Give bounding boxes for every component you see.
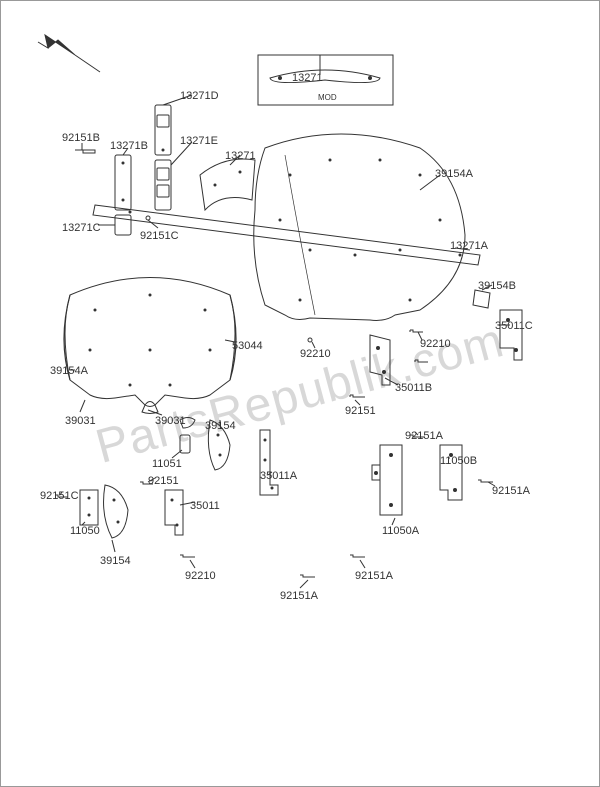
part-label: 13271 — [292, 72, 323, 84]
part-label: 39031 — [155, 415, 186, 427]
part-label: 11050A — [382, 525, 419, 537]
part-label: 92151 — [345, 405, 376, 417]
part-label: 39154B — [478, 280, 516, 292]
part-label: 13271E — [180, 135, 218, 147]
part-label: 92151A — [280, 590, 318, 602]
part-label: 53044 — [232, 340, 263, 352]
part-label: 35011C — [495, 320, 533, 332]
part-label: 13271B — [110, 140, 148, 152]
part-label: 92151A — [492, 485, 530, 497]
part-label: 39154 — [100, 555, 131, 567]
part-label: 92151A — [355, 570, 393, 582]
parts-diagram: MOD — [0, 0, 600, 787]
part-label: 35011B — [395, 382, 432, 394]
part-label: 92210 — [185, 570, 216, 582]
part-label: 39154A — [435, 168, 473, 180]
part-label: 92151B — [62, 132, 100, 144]
part-label: 39154A — [50, 365, 88, 377]
part-label: 92210 — [300, 348, 331, 360]
part-label: 92151 — [148, 475, 179, 487]
part-label: 92151C — [140, 230, 179, 242]
inset-label: MOD — [318, 93, 337, 102]
part-label: 92151C — [40, 490, 79, 502]
part-label: 39154 — [205, 420, 236, 432]
part-label: 92210 — [420, 338, 451, 350]
part-label: 13271C — [62, 222, 101, 234]
part-label: 35011 — [190, 500, 220, 512]
part-label: 13271A — [450, 240, 488, 252]
part-label: 13271 — [225, 150, 256, 162]
part-label: 11051 — [152, 458, 182, 470]
part-label: 35011A — [260, 470, 297, 482]
part-label: 39031 — [65, 415, 96, 427]
part-label: 92151A — [405, 430, 443, 442]
part-label: 11050 — [70, 525, 100, 537]
part-label: 13271D — [180, 90, 219, 102]
part-label: 11050B — [440, 455, 477, 467]
